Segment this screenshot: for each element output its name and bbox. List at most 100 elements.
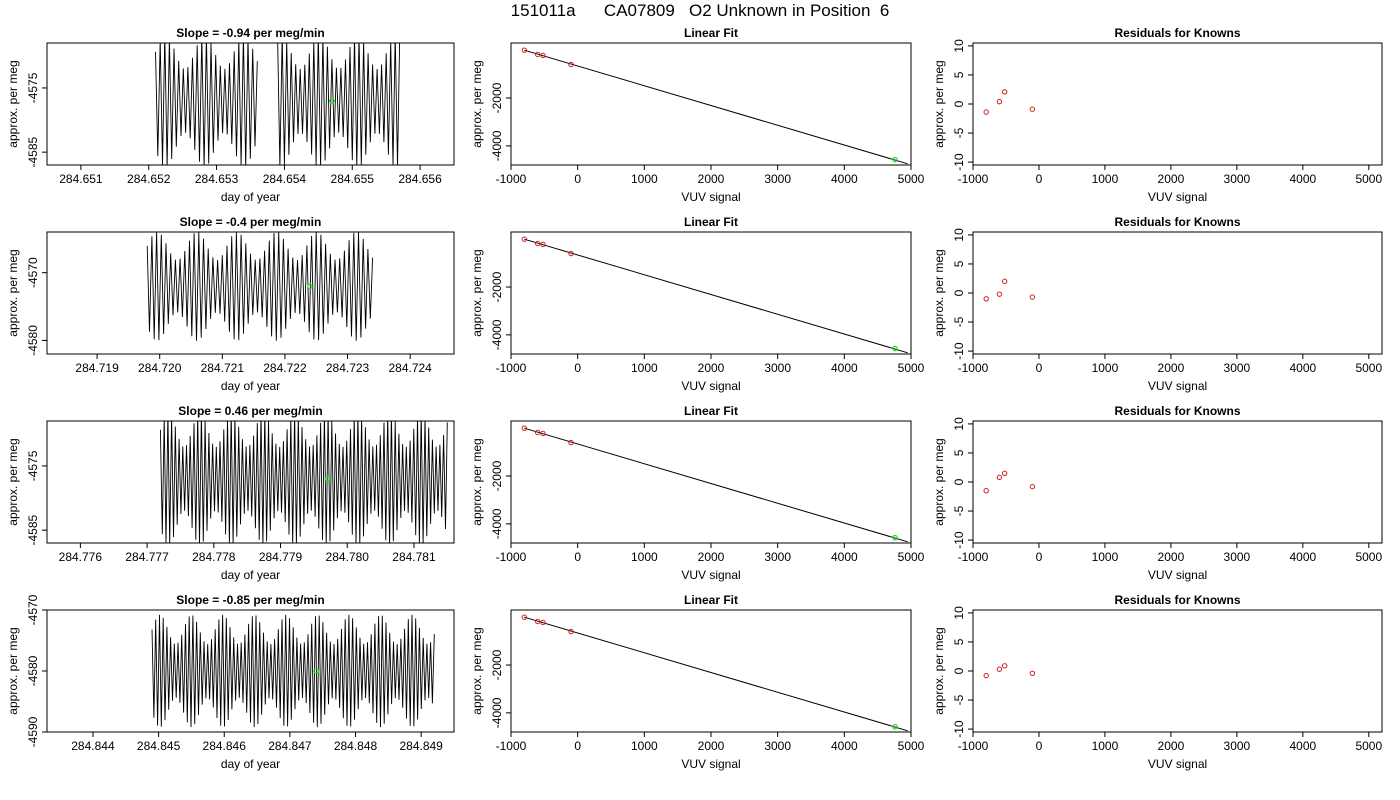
y-tick-label: 5 (952, 260, 966, 267)
x-tick-label: 1000 (631, 739, 658, 753)
x-tick-label: 4000 (831, 361, 858, 375)
y-tick-label: 10 (952, 39, 966, 53)
known-point (568, 628, 574, 635)
x-tick-label: -1000 (958, 739, 989, 753)
panel-linear-fit-row1: Linear Fit VUV signal approx. per meg -1000… (470, 26, 925, 204)
x-tick-label: 0 (1036, 739, 1043, 753)
y-tick-label: 0 (952, 100, 966, 107)
x-tick-label: 4000 (1289, 739, 1316, 753)
x-tick-label: 284.779 (259, 550, 303, 564)
known-point (521, 614, 528, 620)
panel-title: Residuals for Knowns (1114, 26, 1240, 40)
y-tick-label: -4000 (490, 697, 504, 728)
x-tick-label: 284.656 (398, 172, 442, 186)
y-tick-label: -4580 (26, 325, 40, 356)
plot-area (983, 278, 1036, 302)
panel-linear-fit-row4: Linear Fit VUV signal approx. per meg -1000… (470, 593, 925, 771)
x-tick-label: 284.776 (59, 550, 103, 564)
x-tick-label: 284.844 (71, 739, 115, 753)
x-tick-label: 284.653 (195, 172, 239, 186)
panel-time-series-row3: Slope = 0.46 per meg/min day of year appro… (6, 404, 455, 582)
x-tick-label: 284.845 (137, 739, 181, 753)
y-tick-label: -4570 (26, 257, 40, 288)
x-tick-label: 1000 (1092, 172, 1119, 186)
y-tick-label: 10 (952, 417, 966, 431)
known-point (540, 241, 546, 248)
plot-area (983, 470, 1036, 494)
x-tick-label: -1000 (958, 550, 989, 564)
y-axis-label: approx. per meg (6, 627, 20, 714)
y-axis-label: approx. per meg (932, 627, 946, 714)
x-axis-label: day of year (221, 568, 280, 582)
x-tick-label: 3000 (764, 361, 791, 375)
x-tick-label: 3000 (764, 172, 791, 186)
x-tick-label: -1000 (958, 172, 989, 186)
panel-linear-fit-row2: Linear Fit VUV signal approx. per meg -1000… (470, 215, 925, 393)
panel-title: Residuals for Knowns (1114, 215, 1240, 229)
residual-point (983, 296, 989, 302)
residual-point (996, 291, 1003, 297)
x-tick-label: 4000 (1289, 361, 1316, 375)
x-tick-label: 284.655 (331, 172, 375, 186)
y-tick-label: -4000 (490, 319, 504, 350)
x-tick-label: 2000 (1158, 739, 1185, 753)
panel-time-series-row1: Slope = -0.94 per meg/min day of year appr… (6, 26, 455, 204)
residual-point (996, 98, 1003, 105)
y-tick-label: -4000 (490, 508, 504, 539)
x-tick-label: 284.720 (138, 361, 182, 375)
x-tick-label: -1000 (496, 739, 527, 753)
x-tick-label: 5000 (898, 172, 925, 186)
y-tick-label: -5 (952, 694, 966, 705)
x-tick-label: 284.846 (203, 739, 247, 753)
x-tick-label: 0 (1036, 550, 1043, 564)
x-axis-label: VUV signal (681, 190, 740, 204)
known-point (534, 51, 541, 58)
x-tick-label: 4000 (1289, 172, 1316, 186)
y-tick-label: -4575 (26, 72, 40, 103)
x-tick-label: 2000 (698, 739, 725, 753)
x-tick-label: 0 (574, 550, 581, 564)
unknown-point (892, 723, 898, 730)
x-tick-label: 0 (574, 361, 581, 375)
y-tick-label: -4585 (26, 136, 40, 167)
y-tick-label: 10 (952, 228, 966, 242)
plot-area (151, 614, 435, 728)
y-axis-label: approx. per meg (932, 60, 946, 147)
plot-area (521, 236, 908, 354)
y-tick-label: -10 (952, 531, 966, 549)
x-tick-label: 2000 (1158, 550, 1185, 564)
x-axis-label: VUV signal (1148, 568, 1207, 582)
y-axis-label: approx. per meg (932, 438, 946, 525)
panel-title: Linear Fit (684, 26, 738, 40)
x-tick-label: 284.780 (326, 550, 370, 564)
y-tick-label: -2000 (490, 271, 504, 302)
x-tick-label: 284.777 (125, 550, 169, 564)
x-tick-label: 284.848 (334, 739, 378, 753)
plot-frame (972, 420, 1383, 544)
time-series-trace (277, 43, 401, 165)
x-axis-label: VUV signal (681, 379, 740, 393)
x-tick-label: 284.651 (59, 172, 103, 186)
y-tick-label: -10 (952, 720, 966, 738)
unknown-position-marker (329, 97, 335, 104)
plot-area (983, 89, 1036, 115)
known-point (521, 236, 528, 242)
x-tick-label: -1000 (496, 550, 527, 564)
x-tick-label: 5000 (1355, 172, 1382, 186)
plot-frame (510, 420, 912, 544)
panel-title: Residuals for Knowns (1114, 593, 1240, 607)
known-point (568, 61, 574, 68)
residual-point (1001, 278, 1008, 285)
y-tick-label: -5 (952, 505, 966, 516)
fit-line (524, 616, 908, 732)
y-tick-label: -2000 (490, 649, 504, 680)
plot-frame (46, 609, 455, 733)
y-tick-label: -2000 (490, 82, 504, 113)
x-tick-label: 1000 (1092, 550, 1119, 564)
y-axis-label: approx. per meg (6, 249, 20, 336)
y-tick-label: -4590 (26, 716, 40, 747)
panel-residuals-row3: Residuals for Knowns VUV signal approx. pe… (932, 404, 1383, 582)
x-tick-label: -1000 (496, 361, 527, 375)
x-tick-label: 5000 (1355, 550, 1382, 564)
